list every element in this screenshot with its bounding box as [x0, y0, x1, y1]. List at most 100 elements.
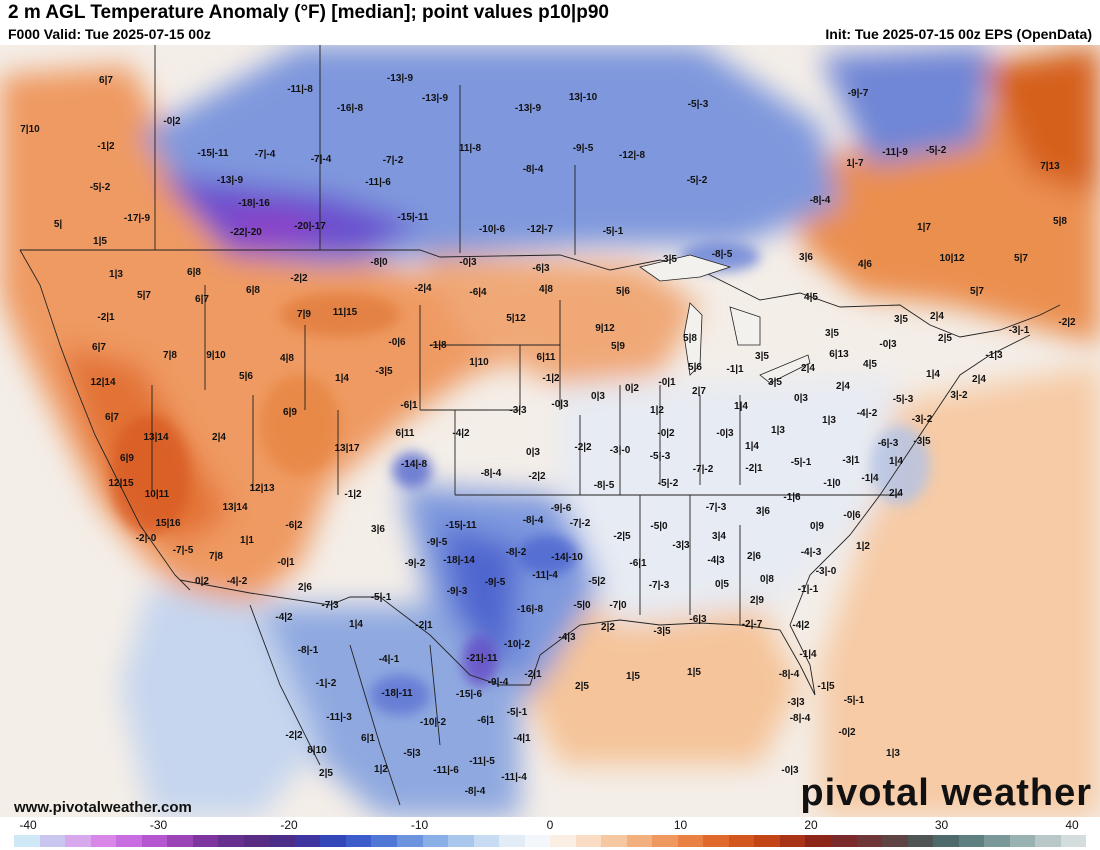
point-value: 2|4: [972, 374, 986, 385]
point-value: -4|2: [275, 612, 293, 623]
point-value: 1|3: [771, 425, 785, 436]
point-value: 9|10: [206, 350, 226, 361]
cold-core-alberta: [220, 210, 330, 250]
point-value: 11|-8: [459, 143, 482, 154]
point-value: 1|3: [822, 415, 836, 426]
point-value: -10|-2: [504, 639, 531, 650]
point-value: -11|-5: [469, 756, 495, 767]
point-value: -7|-5: [173, 545, 194, 556]
point-value: 5|8: [683, 333, 697, 344]
point-value: -8|-4: [523, 164, 544, 175]
gulf-coastline: [529, 619, 816, 696]
point-value: -21|-11: [466, 653, 498, 664]
point-value: 3|5: [894, 314, 908, 325]
color-scale-swatch: [831, 835, 857, 847]
point-value: -4|3: [707, 555, 725, 566]
point-value: 6|8: [187, 267, 201, 278]
boundary-lines: [19, 45, 1061, 806]
point-value: 7|8: [209, 551, 223, 562]
point-value: -3|3: [787, 697, 805, 708]
color-scale-label: -10: [410, 818, 429, 832]
point-value: -0|2: [838, 727, 856, 738]
point-value: 6|9: [120, 453, 134, 464]
point-value: 5|7: [970, 286, 984, 297]
map-title: 2 m AGL Temperature Anomaly (°F) [median…: [8, 2, 609, 23]
point-value: 9|12: [595, 323, 615, 334]
point-value: -9|-5: [573, 143, 594, 154]
point-value: 2|4: [930, 311, 944, 322]
point-value: -10|-6: [479, 224, 506, 235]
point-value: -8|-4: [465, 786, 486, 797]
color-scale-swatch: [167, 835, 193, 847]
cold-spot-sierra: [370, 675, 430, 715]
point-value: 6|7: [195, 294, 209, 305]
point-value: -4|3: [558, 632, 576, 643]
point-value: 0|9: [810, 521, 824, 532]
point-value: 1|4: [335, 373, 349, 384]
point-value: 1|7: [917, 222, 931, 233]
point-value: -5|-1: [791, 457, 812, 468]
color-scale-swatch: [754, 835, 780, 847]
mexico-state-lines: [249, 604, 441, 806]
point-value: -18|-14: [443, 555, 475, 566]
point-value: 3|5: [663, 254, 677, 265]
point-value: 5|9: [611, 341, 625, 352]
point-value: -5|-2: [658, 478, 679, 489]
anomaly-map: 6|7 -11|-8 -13|-9 -13|-9 13|-10 -5|-3 -9|-7 -16…: [0, 45, 1100, 817]
point-value: 6|7: [92, 342, 106, 353]
color-scale-swatch: [14, 835, 40, 847]
point-value: -3|3: [672, 540, 690, 551]
point-value: -0|6: [843, 510, 861, 521]
point-value: -9|-2: [405, 558, 426, 569]
color-scale-swatch: [575, 835, 602, 847]
point-value: -0|3: [781, 765, 799, 776]
point-value: -6|3: [689, 614, 707, 625]
us-mexico-border: [179, 579, 530, 686]
point-value: 1|4: [734, 401, 748, 412]
point-value: -6|3: [532, 263, 550, 274]
map-header: 2 m AGL Temperature Anomaly (°F) [median…: [0, 0, 1100, 45]
color-scale-swatch: [677, 835, 704, 847]
point-value: -9|-5: [485, 577, 506, 588]
point-value: -11|-6: [433, 765, 459, 776]
point-value: -15|-11: [397, 212, 429, 223]
point-value: -1|8: [429, 340, 447, 351]
point-value: -5|-1: [603, 226, 624, 237]
point-value: -0|3: [551, 399, 569, 410]
point-value: -0|3: [716, 428, 734, 439]
point-value: -0|3: [459, 257, 477, 268]
point-value: -5|-2: [687, 175, 708, 186]
color-scale-swatch: [779, 835, 806, 847]
point-value: -8|-5: [712, 249, 733, 260]
point-value: 2|4: [801, 363, 815, 374]
cold-spot-oklahoma: [518, 535, 578, 575]
point-value: -0|3: [879, 339, 897, 350]
init-time: Init: Tue 2025-07-15 00z EPS (OpenData): [825, 26, 1092, 42]
point-value: 5|6: [616, 286, 630, 297]
east-coastline: [789, 334, 1031, 626]
point-value: -5|0: [650, 521, 668, 532]
point-value: -3|5: [913, 436, 931, 447]
point-value: 1|5: [93, 236, 107, 247]
color-scale-swatch: [65, 835, 91, 847]
point-value: -7|-3: [706, 502, 727, 513]
point-value: 4|5: [863, 359, 877, 370]
point-value: 13|14: [222, 502, 247, 513]
point-value: -2|-7: [742, 619, 763, 630]
color-scale-swatch: [882, 835, 908, 847]
point-value: 7|13: [1040, 161, 1060, 172]
point-value: 6|7: [105, 412, 119, 423]
point-value: -2|5: [613, 531, 631, 542]
point-value: 6|11: [396, 428, 415, 439]
west-coastline: [19, 249, 191, 591]
point-value: -6|2: [285, 520, 303, 531]
point-value: 1|5: [687, 667, 701, 678]
point-value: -12|-7: [527, 224, 554, 235]
point-value: 15|16: [155, 518, 180, 529]
point-value: 7|8: [163, 350, 177, 361]
neutral-region-east: [560, 375, 900, 625]
point-value: 4|8: [539, 284, 553, 295]
point-value: -7|0: [609, 600, 627, 611]
point-value: -9|-7: [848, 88, 869, 99]
point-value: 2|7: [692, 386, 706, 397]
